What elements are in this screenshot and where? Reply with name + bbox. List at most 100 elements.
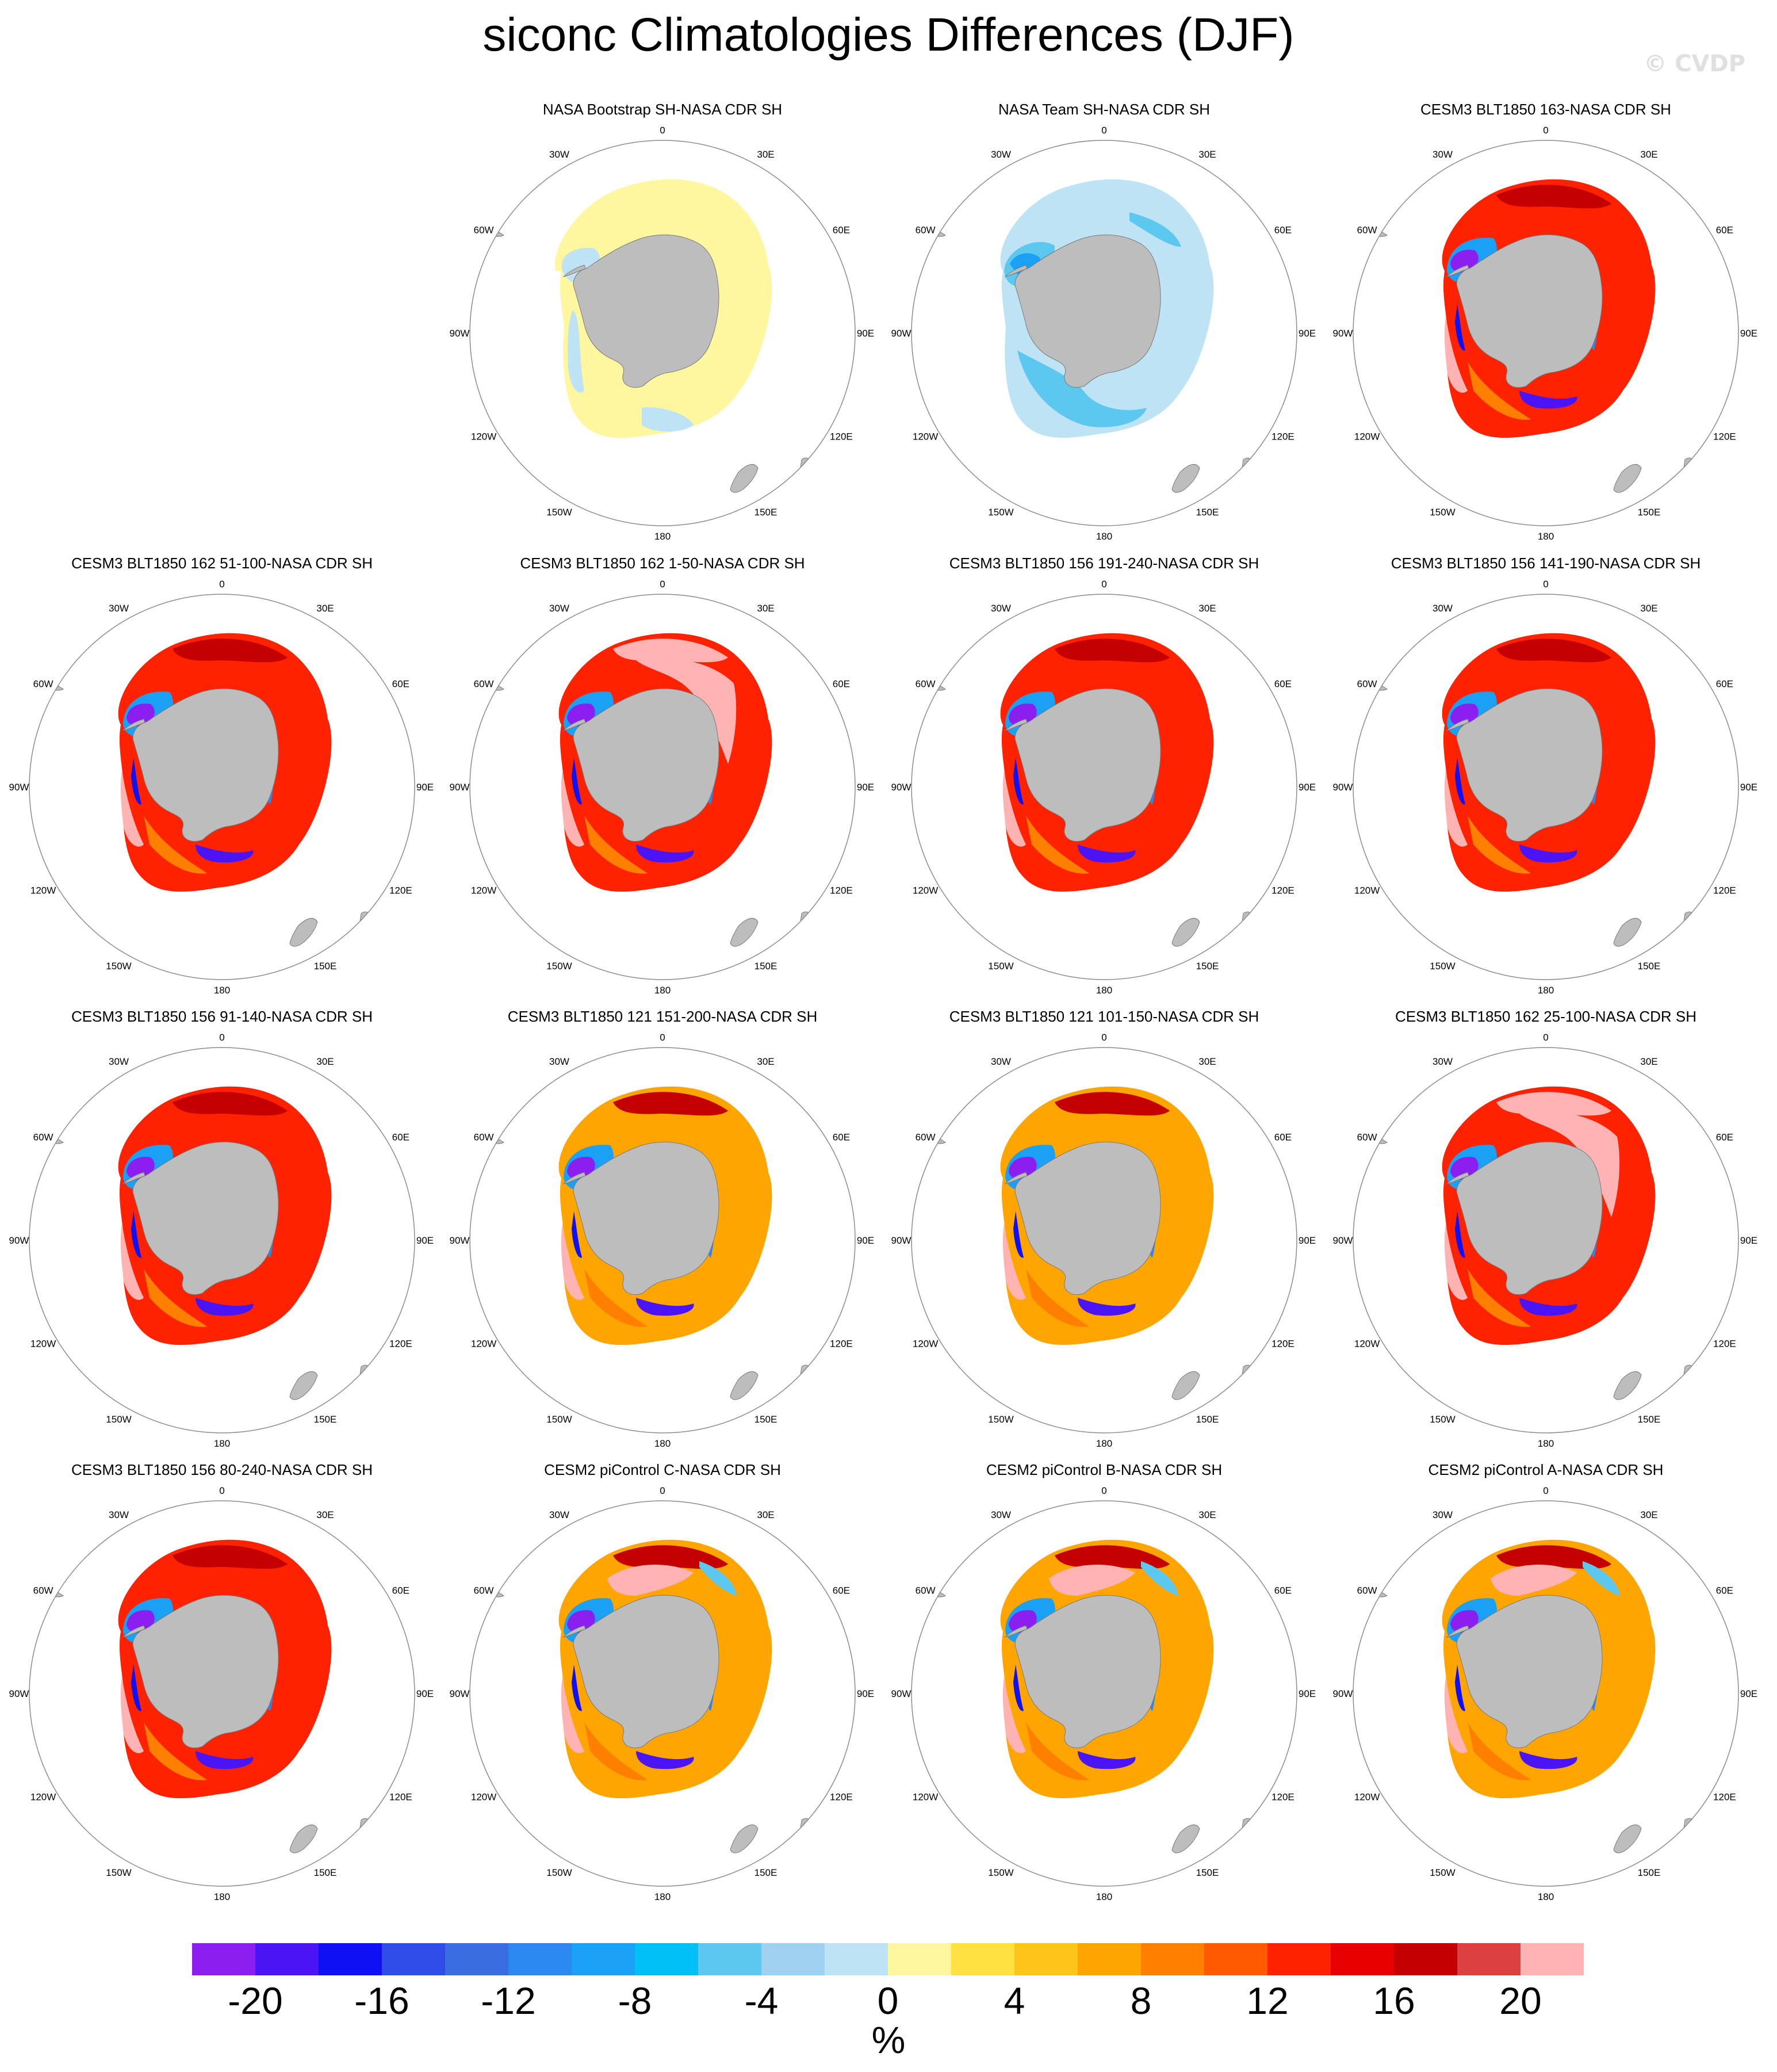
colorbar-swatch	[888, 1943, 951, 1975]
longitude-label: 30E	[1640, 149, 1657, 160]
longitude-label: 90W	[1333, 328, 1353, 339]
longitude-label: 120E	[1272, 1792, 1295, 1803]
antarctica-landmass	[1014, 688, 1161, 842]
map-panel: CESM3 BLT1850 156 141-190-NASA CDR SH 0 30…	[1324, 555, 1768, 997]
longitude-label: 90E	[416, 782, 434, 793]
sea-ice-difference-patch	[636, 1298, 694, 1316]
tasmania-landmass	[359, 1818, 370, 1830]
sea-ice-difference-patch	[636, 658, 737, 764]
colorbar-tick: -20	[228, 1979, 283, 2022]
sea-ice-difference-patch	[567, 704, 595, 727]
longitude-label: 0	[660, 1485, 665, 1496]
longitude-label: 30W	[991, 1056, 1011, 1067]
longitude-label: 90W	[1333, 782, 1353, 793]
map-panel: CESM3 BLT1850 121 101-150-NASA CDR SH 0 30…	[882, 1008, 1326, 1451]
longitude-label: 0	[1543, 1032, 1548, 1043]
longitude-label: 30E	[1198, 603, 1216, 614]
tasmania-landmass	[1242, 1364, 1252, 1377]
sea-ice-difference-patch	[1002, 1676, 1026, 1753]
longitude-label: 60W	[916, 1585, 936, 1596]
colorbar-unit-label: %	[871, 2019, 906, 2061]
sea-ice-difference-patch	[1009, 1157, 1037, 1180]
sea-ice-difference-patch	[144, 816, 207, 874]
longitude-label: 150E	[1196, 961, 1219, 972]
sea-ice-difference-patch	[607, 1565, 694, 1596]
antarctic-peninsula	[562, 1172, 586, 1185]
longitude-label: 30E	[1198, 1509, 1216, 1520]
colorbar-tick: -12	[481, 1979, 536, 2022]
sea-ice-difference-patch	[1009, 704, 1037, 727]
sea-ice-difference-patch	[561, 1223, 584, 1300]
longitude-label: 150E	[314, 1414, 337, 1425]
tasmania-landmass	[359, 1364, 370, 1377]
longitude-label: 150W	[546, 1867, 572, 1878]
sea-ice-difference-patch	[131, 1211, 141, 1258]
longitude-label: 60E	[1274, 225, 1292, 236]
colorbar-swatch	[572, 1943, 635, 1975]
antarctica-landmass	[573, 234, 719, 388]
new-zealand-landmass	[730, 1371, 759, 1400]
longitude-label: 90E	[416, 1235, 434, 1246]
longitude-label: 90E	[1740, 782, 1757, 793]
longitude-label: 30W	[991, 603, 1011, 614]
antarctic-peninsula	[122, 1172, 145, 1185]
longitude-label: 180	[654, 531, 671, 542]
antarctica-landmass	[1014, 234, 1161, 388]
tasmania-landmass	[1242, 911, 1252, 924]
sea-ice-difference-patch	[1002, 1223, 1026, 1300]
longitude-label: 90E	[1299, 782, 1316, 793]
longitude-label: 90W	[450, 1688, 470, 1699]
polar-stereographic-map: 0 30E 60E 90E 120E 150E 180 150W 120W 90W 60W 30W	[1333, 1032, 1758, 1449]
colorbar-tick: -16	[354, 1979, 409, 2022]
longitude-label: 150W	[546, 1414, 572, 1425]
longitude-label: 60W	[1357, 1585, 1377, 1596]
sea-ice-difference-patch	[1055, 1092, 1170, 1116]
longitude-label: 90E	[1299, 1688, 1316, 1699]
colorbar-swatch	[1521, 1943, 1584, 1975]
longitude-label: 60E	[833, 1132, 850, 1143]
map-boundary-circle	[469, 1047, 856, 1433]
longitude-label: 30W	[991, 149, 1011, 160]
new-zealand-landmass	[1171, 1371, 1200, 1400]
longitude-label: 120W	[471, 1339, 496, 1350]
colorbar-tick: -4	[744, 1979, 779, 2022]
map-boundary-circle	[1353, 594, 1739, 980]
longitude-label: 0	[219, 579, 224, 590]
map-boundary-circle	[29, 1047, 415, 1433]
sea-ice-difference-patch	[1017, 350, 1147, 427]
sea-ice-difference-patch	[1055, 639, 1170, 663]
longitude-label: 0	[660, 125, 665, 136]
longitude-label: 120E	[830, 1339, 853, 1350]
longitude-label: 180	[654, 1438, 671, 1449]
colorbar-swatch	[1267, 1943, 1331, 1975]
longitude-label: 30E	[757, 1509, 774, 1520]
longitude-label: 120E	[1272, 885, 1295, 896]
new-zealand-landmass	[1171, 464, 1200, 493]
sea-ice-difference-patch	[642, 407, 694, 432]
sea-ice-difference-patch	[584, 816, 648, 874]
new-zealand-landmass	[289, 918, 318, 947]
longitude-label: 60W	[474, 1132, 494, 1143]
colorbar-swatch	[445, 1943, 508, 1975]
new-zealand-landmass	[730, 464, 759, 493]
longitude-label: 180	[1538, 1438, 1554, 1449]
sea-ice-difference-patch	[1026, 1722, 1089, 1780]
sea-ice-difference-patch	[1078, 844, 1136, 863]
longitude-label: 30W	[1433, 149, 1453, 160]
sea-ice-difference-patch	[173, 639, 288, 663]
longitude-label: 60E	[392, 1585, 409, 1596]
colorbar-swatch	[1078, 1943, 1141, 1975]
colorbar-tick: 4	[1004, 1979, 1025, 2022]
sea-ice-difference-patch	[1450, 1610, 1479, 1633]
sea-ice-difference-patch	[1468, 816, 1531, 874]
sea-ice-difference-patch	[196, 844, 254, 863]
sea-ice-difference-patch	[127, 704, 155, 727]
map-boundary-circle	[1353, 140, 1739, 526]
new-zealand-landmass	[1613, 464, 1642, 493]
longitude-label: 30E	[757, 603, 774, 614]
map-boundary-circle	[29, 594, 415, 980]
sea-ice-difference-patch	[568, 310, 584, 393]
longitude-label: 120E	[1272, 1339, 1295, 1350]
longitude-label: 150W	[988, 507, 1013, 518]
sea-ice-difference-patch	[1141, 1561, 1178, 1596]
